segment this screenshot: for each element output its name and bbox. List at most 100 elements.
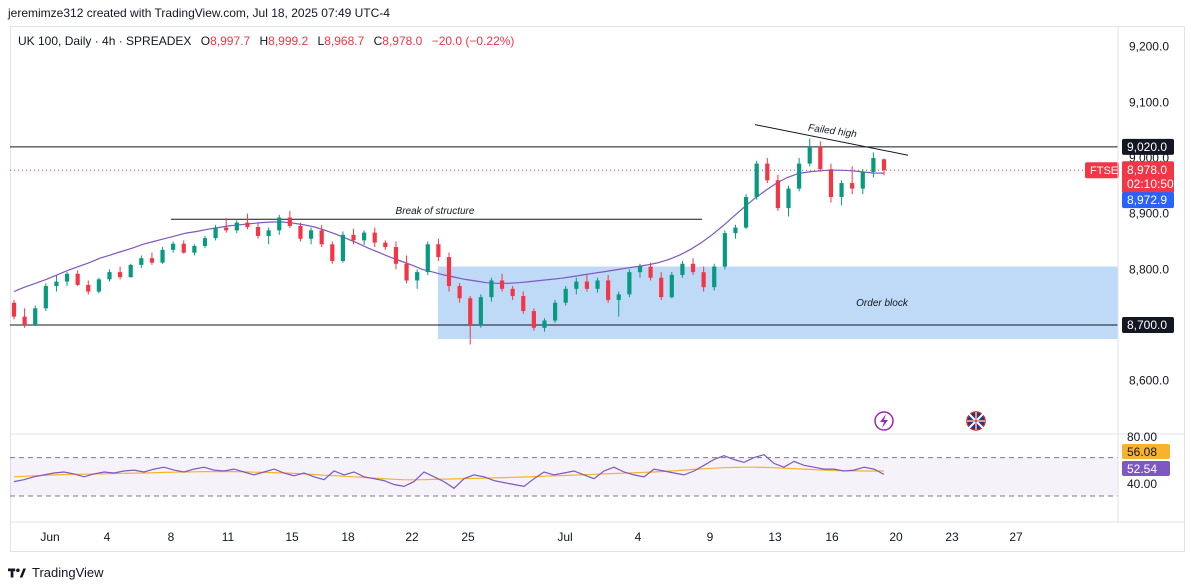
tradingview-footer[interactable]: TradingView	[8, 565, 104, 580]
rsi-band	[10, 457, 1118, 496]
tradingview-logo-icon	[8, 568, 26, 577]
candle-body	[797, 163, 802, 189]
candle-body	[415, 272, 420, 281]
candle	[818, 141, 823, 172]
candle	[43, 283, 48, 312]
candle	[797, 158, 802, 192]
y-tick-label: 9,100.0	[1129, 95, 1169, 109]
candle	[372, 227, 377, 248]
candle	[839, 180, 844, 206]
candle	[54, 274, 59, 292]
low-value: 8,968.7	[324, 34, 365, 48]
candle-body	[606, 280, 611, 300]
candle-body	[574, 281, 579, 289]
rsi-ema-line	[13, 466, 884, 481]
failed-high-label: Failed high	[807, 123, 857, 141]
candle	[616, 291, 621, 317]
candle-body	[712, 266, 717, 288]
candle	[351, 228, 356, 245]
candle	[383, 240, 388, 250]
candle-body	[489, 280, 494, 298]
candle-body	[86, 284, 91, 292]
x-tick-label: 22	[405, 530, 419, 544]
candle-body	[786, 188, 791, 209]
candle	[213, 224, 218, 241]
low-label: L	[317, 34, 325, 48]
rsi-value-tag-bg	[1122, 461, 1170, 476]
candle	[64, 272, 70, 287]
candle	[510, 286, 515, 300]
candle-body	[43, 286, 48, 309]
close-label: C	[373, 34, 383, 48]
candle-body	[287, 217, 292, 226]
candle-body	[552, 302, 558, 321]
candle	[319, 224, 324, 248]
candle	[117, 266, 123, 280]
last-price-tag-bg	[1122, 161, 1174, 194]
candle-body	[149, 258, 155, 263]
candle-body	[160, 249, 165, 263]
candle	[308, 227, 314, 245]
change-value: −20.0 (−0.22%)	[431, 34, 515, 48]
candle	[722, 230, 727, 270]
candle	[637, 263, 643, 278]
order-block-label: Order block	[856, 298, 909, 309]
candle	[425, 241, 430, 275]
candle	[287, 210, 292, 229]
symbol-label[interactable]: UK 100, Daily · 4h · SPREADEX	[18, 34, 192, 48]
candle-body	[775, 180, 781, 209]
candle-body	[701, 272, 706, 288]
candle	[362, 230, 367, 245]
candle-body	[245, 222, 250, 228]
candle-body	[351, 234, 356, 241]
candle-body	[627, 272, 632, 295]
candle	[478, 294, 483, 328]
rsi-value-tag-text: 52.54	[1127, 462, 1157, 476]
candle-body	[659, 277, 664, 298]
high-label: H	[259, 34, 269, 48]
x-tick-label: 13	[768, 530, 782, 544]
candle-body	[563, 288, 568, 303]
break-of-structure-label: Break of structure	[396, 206, 475, 217]
candle-body	[881, 159, 887, 171]
candle-body	[255, 227, 261, 236]
ohlc-legend: UK 100, Daily · 4h · SPREADEX O8,997.7 H…	[18, 34, 514, 48]
candle	[595, 277, 600, 293]
support-price-tag: 8,700.0	[1122, 317, 1174, 333]
high-value: 8,999.2	[268, 34, 309, 48]
candle	[107, 269, 112, 282]
candle	[468, 296, 473, 345]
candle	[786, 185, 791, 217]
open-value: 8,997.7	[210, 34, 251, 48]
event-uk-flag-icon	[966, 411, 986, 431]
rsi-ema-tag: 56.08	[1122, 444, 1170, 459]
candle	[224, 218, 229, 233]
candle	[393, 241, 399, 270]
candle-body	[499, 280, 505, 289]
candle	[330, 241, 335, 264]
candle-body	[372, 232, 377, 243]
support-price-tag-bg	[1122, 317, 1174, 333]
candle	[404, 255, 409, 284]
candle-body	[139, 258, 144, 265]
candle	[552, 299, 558, 323]
candle	[584, 274, 590, 292]
candle-body	[362, 232, 367, 241]
candle	[446, 252, 452, 292]
candle	[775, 174, 781, 211]
rsi-ema-tag-bg	[1122, 444, 1170, 459]
candle	[149, 252, 155, 265]
candle-body	[107, 272, 112, 280]
candle	[489, 277, 494, 302]
candle	[807, 138, 812, 167]
candle-body	[860, 171, 865, 189]
attribution: jeremimze312 created with TradingView.co…	[8, 6, 390, 20]
resistance-price-tag: 9,020.0	[1122, 138, 1174, 155]
candle	[11, 299, 17, 320]
rsi-tick-upper: 80.00	[1127, 430, 1157, 444]
candle-body	[117, 272, 123, 278]
candle	[33, 305, 38, 327]
candle	[881, 158, 887, 176]
candle-body	[298, 225, 303, 239]
